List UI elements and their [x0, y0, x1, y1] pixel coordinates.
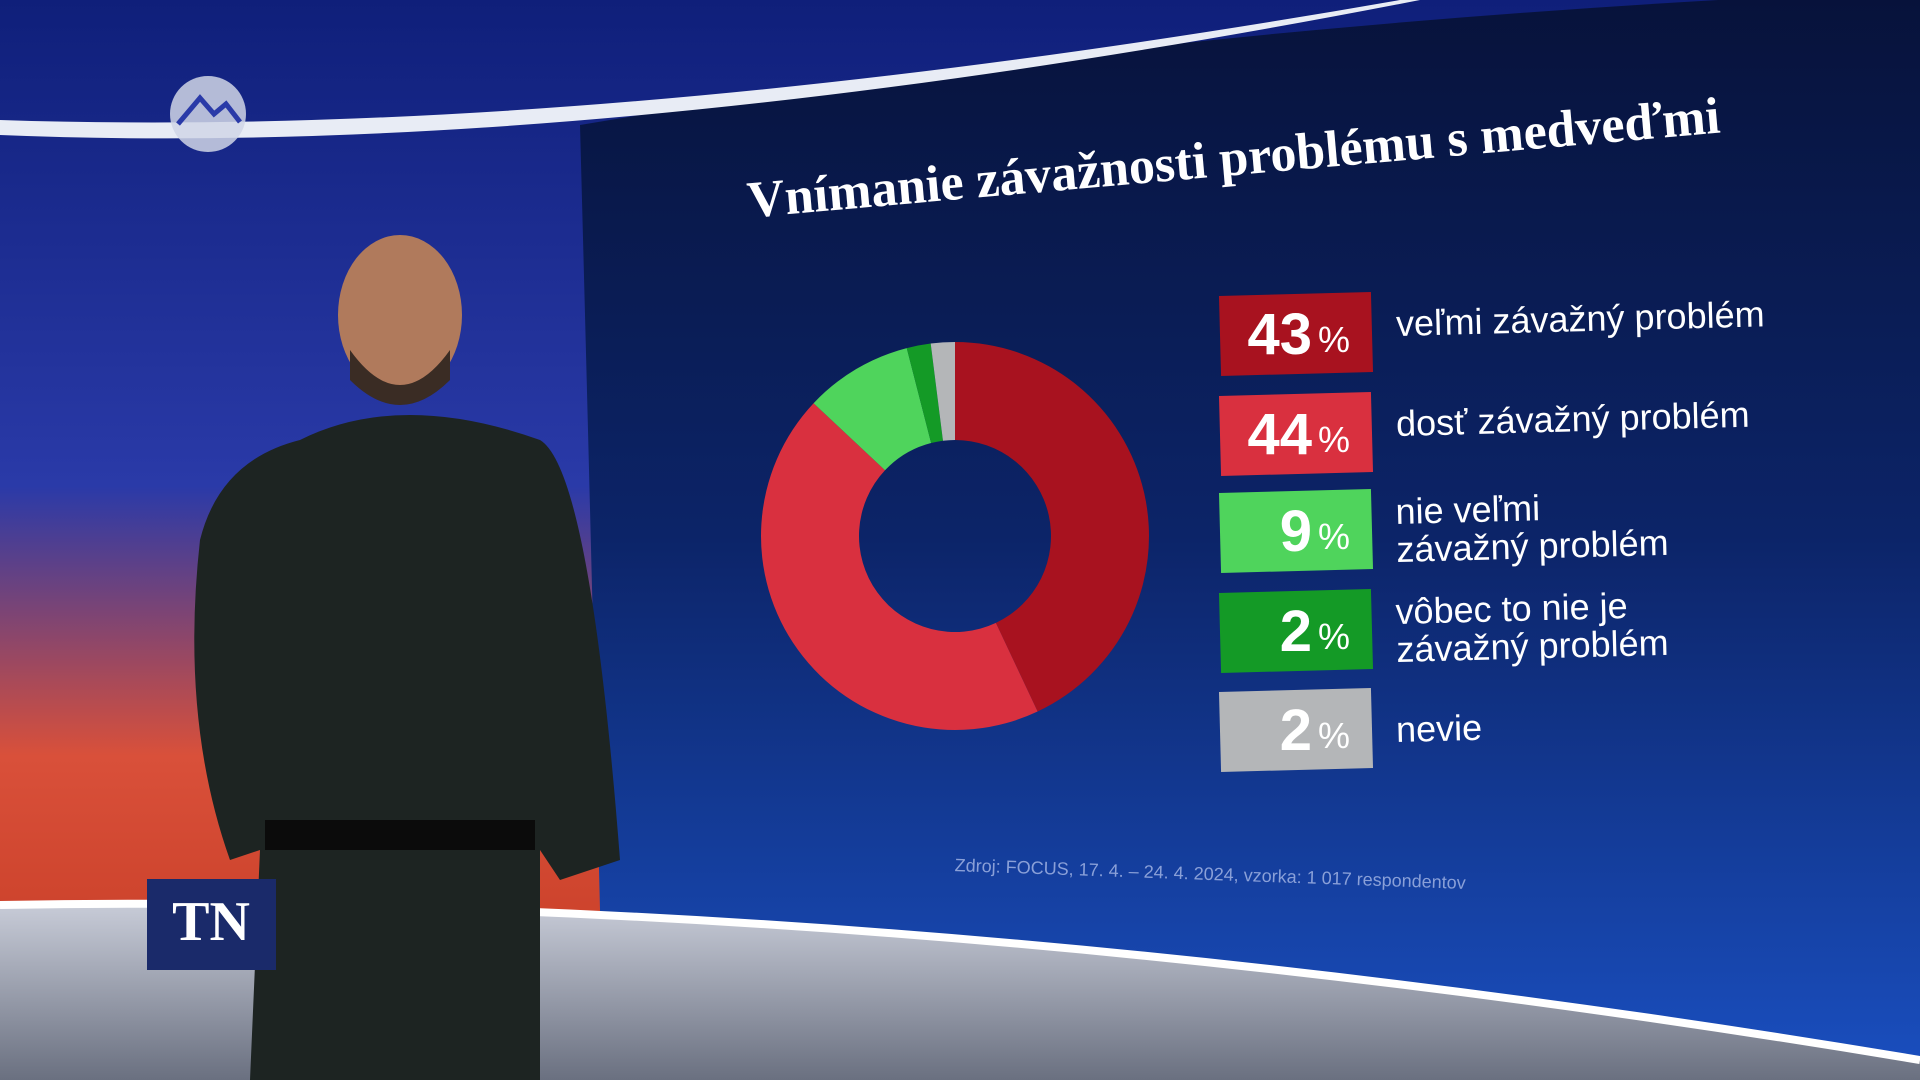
donut-chart [761, 342, 1149, 730]
value-label: 43 [1247, 302, 1312, 367]
legend-label: dosť závažný problém [1395, 393, 1751, 444]
legend: 43 %44 %9 %2 %2% [1218, 292, 1374, 772]
channel-icon-mark [176, 94, 242, 126]
channel-logo: TN [172, 891, 250, 953]
top-arc [0, 0, 1420, 139]
legend-swatch [1218, 589, 1374, 673]
presenter [194, 235, 620, 1080]
donut-slice [930, 342, 955, 441]
value-label: 44 [1247, 402, 1312, 467]
legend-swatch [1218, 392, 1374, 476]
donut-slice [906, 343, 943, 444]
value-unit: % [1318, 516, 1350, 557]
value-unit: % [1318, 715, 1350, 756]
value-unit: % [1318, 419, 1350, 460]
value-unit: % [1318, 319, 1350, 360]
donut-slice [955, 342, 1149, 712]
channel-logo-box [147, 879, 276, 970]
value-unit: % [1318, 616, 1350, 657]
donut-slice [813, 348, 932, 471]
donut-slice [761, 403, 1038, 730]
legend-label: nie veľmi závažný problém [1394, 487, 1670, 570]
legend-swatch [1218, 688, 1374, 772]
legend-label: vôbec to nie je závažný problém [1394, 584, 1670, 670]
value-label: 9 [1280, 499, 1312, 564]
value-label: 2 [1280, 599, 1312, 664]
value-label: 2 [1280, 698, 1312, 763]
legend-swatch [1218, 292, 1374, 376]
legend-swatch [1218, 489, 1374, 573]
channel-icon [170, 76, 246, 152]
legend-label: nevie [1395, 706, 1483, 750]
